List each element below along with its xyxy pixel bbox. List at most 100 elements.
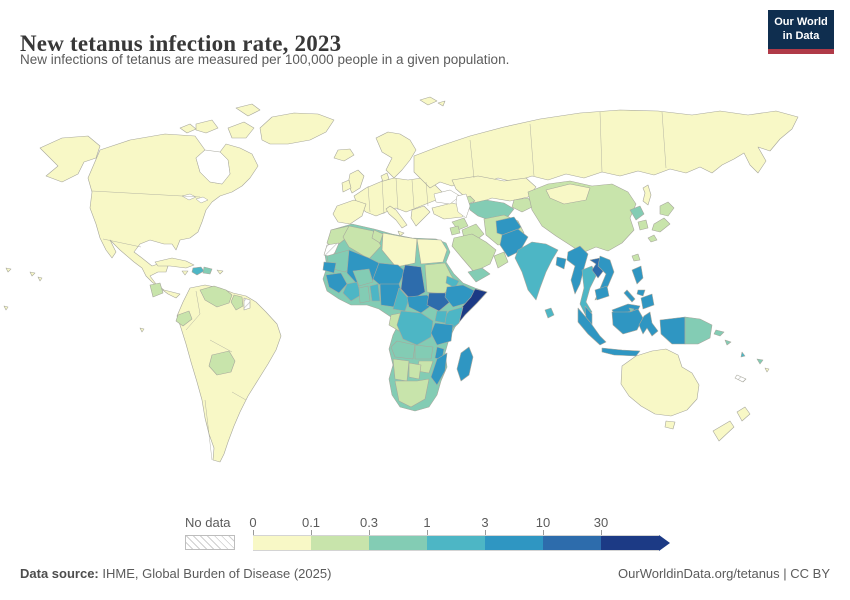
region-japan-south[interactable] <box>647 234 658 243</box>
region-visayas[interactable] <box>636 289 646 297</box>
region-pacific-island-2[interactable] <box>5 267 12 273</box>
region-south-africa[interactable] <box>394 378 430 408</box>
region-pacific-island[interactable] <box>764 367 770 373</box>
region-papua-new-guinea[interactable] <box>684 316 713 345</box>
region-mindanao[interactable] <box>640 293 655 310</box>
region-mozambique[interactable] <box>430 352 448 386</box>
region-taiwan[interactable] <box>631 253 641 262</box>
region-namibia[interactable] <box>392 358 410 382</box>
region-guatemala-belize[interactable] <box>149 282 164 298</box>
region-myanmar[interactable] <box>566 245 589 295</box>
legend-bin-3[interactable] <box>427 535 485 551</box>
region-south-america[interactable] <box>176 284 282 463</box>
region-solomon-islands[interactable] <box>724 339 732 346</box>
region-ireland[interactable] <box>341 179 352 193</box>
region-new-caledonia[interactable] <box>734 374 747 383</box>
region-svalbard[interactable] <box>419 96 438 106</box>
region-japan-north[interactable] <box>659 201 675 217</box>
region-russia[interactable] <box>413 109 799 189</box>
region-new-zealand-north[interactable] <box>736 406 751 422</box>
region-ivory-coast[interactable] <box>342 281 362 302</box>
region-bolivia[interactable] <box>208 350 236 376</box>
region-hawaii-2[interactable] <box>37 276 43 282</box>
region-ellesmere-island[interactable] <box>235 103 261 117</box>
region-pacific-island-3[interactable] <box>3 305 9 311</box>
region-cambodia[interactable] <box>594 285 610 301</box>
region-kyrgyz-tajik[interactable] <box>511 197 535 213</box>
region-west-papua[interactable] <box>659 316 686 345</box>
region-venezuela[interactable] <box>199 285 233 308</box>
region-iceland[interactable] <box>333 148 355 162</box>
region-cuba[interactable] <box>154 257 195 269</box>
region-uganda[interactable] <box>434 310 448 324</box>
region-yemen[interactable] <box>467 267 491 283</box>
region-victoria-island[interactable] <box>195 119 219 134</box>
region-morocco[interactable] <box>326 225 350 249</box>
region-vanuatu[interactable] <box>740 351 746 358</box>
region-baffin-island[interactable] <box>227 121 255 139</box>
region-cameroon[interactable] <box>392 287 410 312</box>
region-burkina-faso[interactable] <box>352 268 374 287</box>
region-bangladesh[interactable] <box>555 256 567 270</box>
region-drc[interactable] <box>396 310 434 346</box>
region-south-korea[interactable] <box>637 219 649 231</box>
region-sicily[interactable] <box>397 230 405 237</box>
region-tanzania[interactable] <box>430 322 454 346</box>
region-angola[interactable] <box>390 340 416 360</box>
region-hawaii[interactable] <box>29 271 36 277</box>
region-palawan[interactable] <box>623 289 636 303</box>
region-senegal[interactable] <box>322 261 337 274</box>
legend-bin-4[interactable] <box>485 535 543 551</box>
region-oman[interactable] <box>493 251 509 269</box>
region-japan-main[interactable] <box>651 217 671 233</box>
region-scandinavia[interactable] <box>375 131 417 179</box>
region-java[interactable] <box>601 347 641 357</box>
region-north-korea[interactable] <box>629 205 645 221</box>
region-greenland[interactable] <box>259 112 335 145</box>
region-galapagos[interactable] <box>139 327 145 333</box>
region-sri-lanka[interactable] <box>544 307 555 319</box>
no-data-swatch[interactable] <box>185 535 235 550</box>
legend-bin-6[interactable] <box>601 535 659 551</box>
region-sumatra[interactable] <box>577 307 607 346</box>
region-togo-benin[interactable] <box>369 283 381 302</box>
region-british-isles[interactable] <box>347 169 365 194</box>
region-south-sudan[interactable] <box>426 292 452 312</box>
region-ecuador[interactable] <box>175 310 193 327</box>
region-new-zealand-south[interactable] <box>712 420 735 442</box>
region-saudi-arabia[interactable] <box>451 233 497 273</box>
legend-bin-1[interactable] <box>311 535 369 551</box>
region-india[interactable] <box>514 241 559 301</box>
region-australia[interactable] <box>620 348 700 417</box>
region-sulawesi[interactable] <box>638 311 659 337</box>
region-jamaica[interactable] <box>181 270 189 276</box>
region-borneo-indonesia[interactable] <box>611 308 644 335</box>
region-jordan-israel[interactable] <box>449 225 461 236</box>
region-fiji[interactable] <box>756 358 764 365</box>
region-suriname[interactable] <box>243 297 251 311</box>
region-botswana[interactable] <box>408 362 422 380</box>
region-zambia[interactable] <box>414 344 434 360</box>
region-brunei[interactable] <box>628 307 635 313</box>
region-balkans-greece[interactable] <box>410 205 431 227</box>
region-europe-mainland[interactable] <box>353 177 443 217</box>
legend-bin-2[interactable] <box>369 535 427 551</box>
region-tunisia[interactable] <box>371 229 384 244</box>
region-guinea[interactable] <box>325 272 348 294</box>
region-haiti[interactable] <box>191 266 205 276</box>
region-svalbard-east[interactable] <box>437 100 446 107</box>
region-dominican-republic[interactable] <box>202 266 213 275</box>
region-madagascar[interactable] <box>456 346 474 382</box>
region-luzon[interactable] <box>631 265 644 285</box>
region-mongolia[interactable] <box>545 183 591 205</box>
region-guyana[interactable] <box>230 294 244 311</box>
region-new-britain[interactable] <box>713 329 725 337</box>
license-link[interactable]: OurWorldinData.org/tetanus | CC BY <box>618 566 830 581</box>
region-italy[interactable] <box>385 205 408 229</box>
region-alaska[interactable] <box>39 135 101 183</box>
region-egypt[interactable] <box>416 238 448 265</box>
owid-logo[interactable]: Our World in Data <box>768 10 834 54</box>
region-north-america[interactable] <box>87 133 259 299</box>
region-ghana[interactable] <box>358 285 371 304</box>
legend-bin-0[interactable] <box>253 535 311 551</box>
